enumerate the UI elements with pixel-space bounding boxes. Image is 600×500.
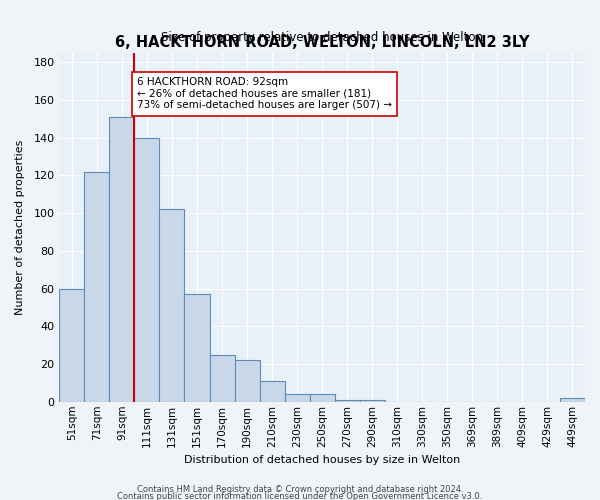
Bar bbox=[85, 172, 109, 402]
Bar bbox=[160, 210, 184, 402]
Bar bbox=[260, 381, 284, 402]
Bar bbox=[560, 398, 585, 402]
Text: Contains public sector information licensed under the Open Government Licence v3: Contains public sector information licen… bbox=[118, 492, 482, 500]
Bar bbox=[360, 400, 385, 402]
Bar bbox=[310, 394, 335, 402]
Y-axis label: Number of detached properties: Number of detached properties bbox=[15, 140, 25, 315]
Bar bbox=[184, 294, 209, 402]
Bar bbox=[235, 360, 260, 402]
Bar bbox=[284, 394, 310, 402]
Text: 6 HACKTHORN ROAD: 92sqm
← 26% of detached houses are smaller (181)
73% of semi-d: 6 HACKTHORN ROAD: 92sqm ← 26% of detache… bbox=[137, 77, 392, 110]
Text: Contains HM Land Registry data © Crown copyright and database right 2024.: Contains HM Land Registry data © Crown c… bbox=[137, 486, 463, 494]
Bar bbox=[209, 354, 235, 402]
X-axis label: Distribution of detached houses by size in Welton: Distribution of detached houses by size … bbox=[184, 455, 460, 465]
Text: Size of property relative to detached houses in Welton: Size of property relative to detached ho… bbox=[161, 31, 483, 44]
Bar bbox=[335, 400, 360, 402]
Bar bbox=[109, 117, 134, 402]
Bar bbox=[134, 138, 160, 402]
Bar bbox=[59, 288, 85, 402]
Title: 6, HACKTHORN ROAD, WELTON, LINCOLN, LN2 3LY: 6, HACKTHORN ROAD, WELTON, LINCOLN, LN2 … bbox=[115, 35, 529, 50]
